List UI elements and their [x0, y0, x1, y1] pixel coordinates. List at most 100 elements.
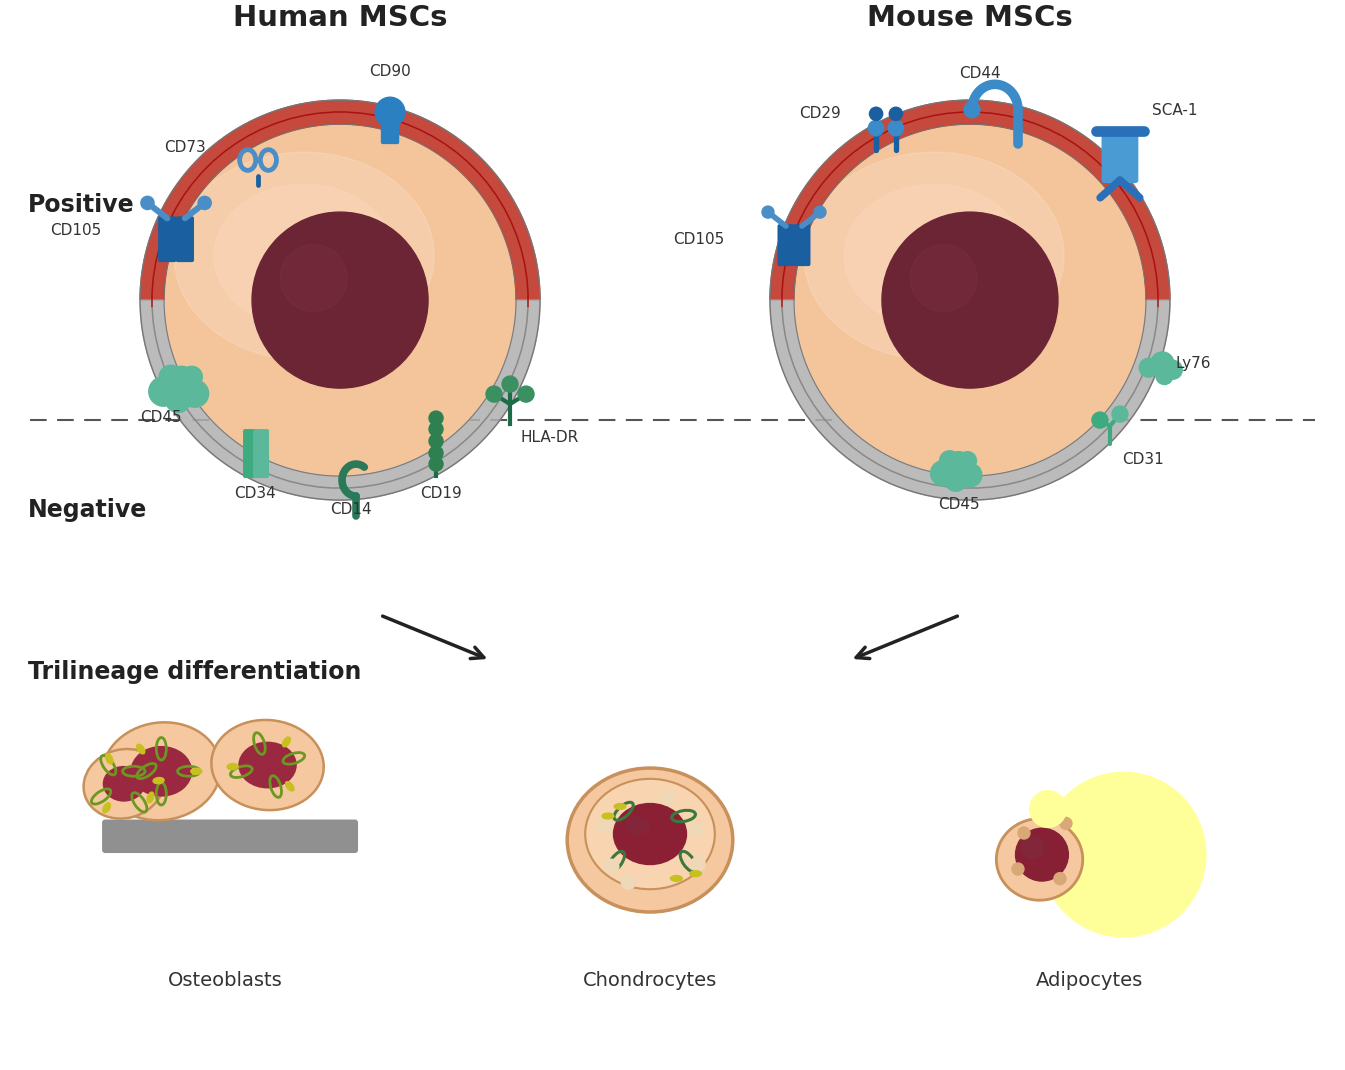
FancyBboxPatch shape: [253, 429, 269, 478]
Ellipse shape: [238, 742, 297, 789]
Polygon shape: [769, 101, 1170, 300]
Ellipse shape: [147, 792, 155, 804]
Circle shape: [869, 107, 882, 121]
Ellipse shape: [625, 816, 650, 835]
Circle shape: [429, 457, 443, 471]
Text: CD34: CD34: [234, 486, 276, 501]
Ellipse shape: [568, 768, 733, 912]
Circle shape: [689, 823, 703, 838]
Circle shape: [888, 121, 904, 136]
Text: Osteoblasts: Osteoblasts: [168, 970, 282, 990]
Circle shape: [1030, 791, 1067, 827]
Circle shape: [280, 245, 347, 311]
Polygon shape: [769, 300, 1170, 500]
Circle shape: [882, 212, 1059, 388]
Circle shape: [165, 387, 191, 413]
Circle shape: [660, 791, 675, 806]
Ellipse shape: [83, 749, 164, 819]
Text: CD73: CD73: [164, 140, 206, 155]
Circle shape: [621, 875, 636, 889]
Circle shape: [1139, 358, 1158, 377]
Text: CD31: CD31: [1122, 453, 1163, 468]
Circle shape: [604, 859, 619, 873]
Circle shape: [182, 380, 208, 408]
Circle shape: [182, 366, 202, 387]
Polygon shape: [140, 101, 539, 300]
Circle shape: [869, 121, 884, 136]
Ellipse shape: [136, 744, 145, 754]
Ellipse shape: [152, 777, 165, 784]
Text: Positive: Positive: [28, 193, 134, 217]
Circle shape: [944, 452, 972, 480]
Circle shape: [1011, 863, 1024, 875]
Circle shape: [889, 107, 902, 121]
Ellipse shape: [997, 819, 1083, 900]
Circle shape: [931, 461, 956, 486]
Circle shape: [141, 196, 155, 210]
Ellipse shape: [105, 753, 113, 765]
Circle shape: [429, 434, 443, 448]
Circle shape: [1042, 773, 1205, 936]
FancyBboxPatch shape: [176, 216, 194, 262]
Text: HLA-DR: HLA-DR: [521, 430, 578, 445]
Ellipse shape: [102, 722, 221, 821]
Circle shape: [1018, 827, 1030, 839]
Circle shape: [1112, 407, 1128, 422]
Text: Adipocytes: Adipocytes: [1036, 970, 1143, 990]
Ellipse shape: [601, 812, 615, 820]
Text: CD105: CD105: [672, 232, 724, 247]
Circle shape: [763, 207, 773, 218]
Circle shape: [691, 857, 705, 871]
Ellipse shape: [843, 184, 1024, 328]
Circle shape: [1163, 361, 1182, 379]
Text: Negative: Negative: [28, 498, 148, 522]
FancyBboxPatch shape: [159, 216, 176, 262]
Circle shape: [149, 377, 178, 407]
Circle shape: [1092, 412, 1108, 428]
Circle shape: [164, 366, 198, 400]
Circle shape: [486, 386, 502, 402]
Circle shape: [964, 102, 981, 118]
Text: Human MSCs: Human MSCs: [233, 4, 448, 32]
Ellipse shape: [211, 720, 324, 810]
Text: CD29: CD29: [799, 106, 841, 121]
Text: SCA-1: SCA-1: [1151, 103, 1197, 118]
FancyBboxPatch shape: [102, 820, 358, 853]
Ellipse shape: [613, 802, 627, 810]
Ellipse shape: [689, 870, 702, 877]
Circle shape: [429, 446, 443, 460]
FancyBboxPatch shape: [381, 113, 399, 144]
Circle shape: [597, 819, 612, 832]
Text: Trilineage differentiation: Trilineage differentiation: [28, 660, 362, 684]
Text: CD45: CD45: [939, 498, 979, 513]
Circle shape: [959, 452, 976, 470]
Circle shape: [1151, 352, 1174, 376]
Circle shape: [518, 386, 534, 402]
Ellipse shape: [102, 766, 145, 801]
Circle shape: [959, 463, 982, 487]
Ellipse shape: [282, 736, 291, 748]
FancyBboxPatch shape: [1102, 127, 1138, 183]
Circle shape: [1015, 828, 1068, 881]
Ellipse shape: [214, 184, 394, 328]
FancyBboxPatch shape: [794, 224, 811, 266]
Circle shape: [814, 207, 826, 218]
Text: CD90: CD90: [369, 64, 412, 79]
Ellipse shape: [374, 96, 406, 127]
FancyBboxPatch shape: [243, 429, 260, 478]
Text: CD19: CD19: [420, 486, 461, 501]
Circle shape: [1054, 873, 1067, 885]
Text: Chondrocytes: Chondrocytes: [582, 970, 717, 990]
Polygon shape: [140, 300, 539, 500]
Circle shape: [794, 124, 1146, 476]
Circle shape: [911, 245, 976, 311]
Ellipse shape: [190, 767, 203, 775]
Text: Mouse MSCs: Mouse MSCs: [868, 4, 1073, 32]
Text: CD14: CD14: [331, 502, 371, 517]
Ellipse shape: [226, 763, 239, 770]
Circle shape: [198, 196, 211, 210]
Text: Ly76: Ly76: [1176, 356, 1212, 371]
Circle shape: [940, 450, 959, 471]
Ellipse shape: [130, 746, 192, 797]
Text: CD44: CD44: [959, 66, 1001, 81]
